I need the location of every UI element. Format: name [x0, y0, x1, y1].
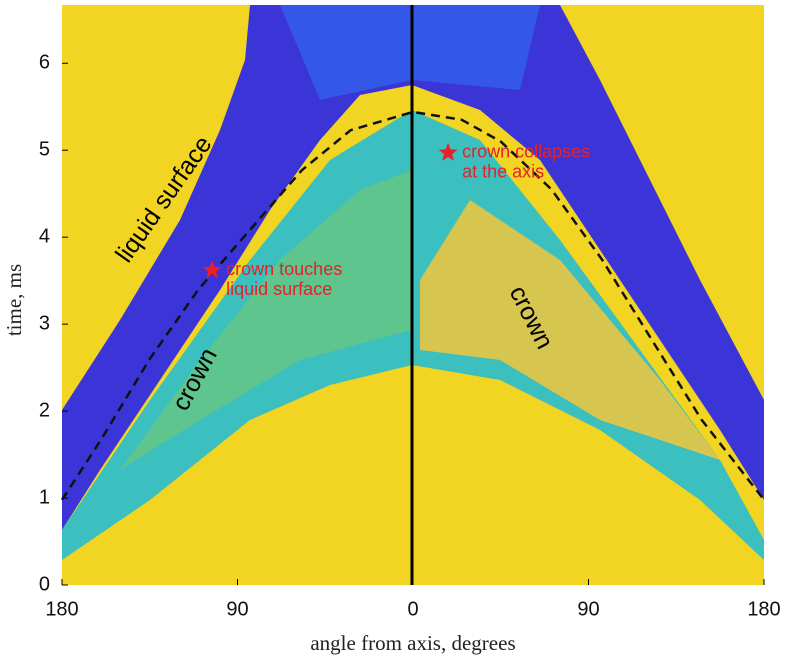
x-tick-label: 180 — [45, 598, 78, 620]
y-tick-label: 1 — [39, 486, 50, 508]
y-tick-label: 4 — [39, 225, 50, 247]
x-axis-label: angle from axis, degrees — [310, 631, 515, 655]
y-axis-label: time, ms — [2, 264, 26, 336]
x-tick-label: 0 — [407, 598, 418, 620]
annotation-star — [438, 142, 458, 161]
crown-patch — [420, 200, 720, 460]
y-tick-label: 6 — [39, 52, 50, 74]
annotation-text: crown collapses — [462, 142, 590, 162]
annotation-text: liquid surface — [226, 279, 332, 299]
top-region — [280, 5, 540, 100]
x-tick-label: 90 — [577, 598, 599, 620]
y-tick-label: 5 — [39, 138, 50, 160]
liquid-surface-band — [62, 5, 764, 530]
y-tick-label: 3 — [39, 312, 50, 334]
annotation-text: crown touches — [226, 259, 342, 279]
crown-inner — [120, 170, 412, 470]
annotation-star — [202, 260, 222, 279]
annotation-text: at the axis — [462, 162, 544, 182]
y-tick-label: 2 — [39, 399, 50, 421]
y-tick-label: 0 — [39, 573, 50, 595]
x-tick-label: 90 — [226, 598, 248, 620]
heatmap — [62, 5, 764, 585]
x-tick-label: 180 — [747, 598, 780, 620]
